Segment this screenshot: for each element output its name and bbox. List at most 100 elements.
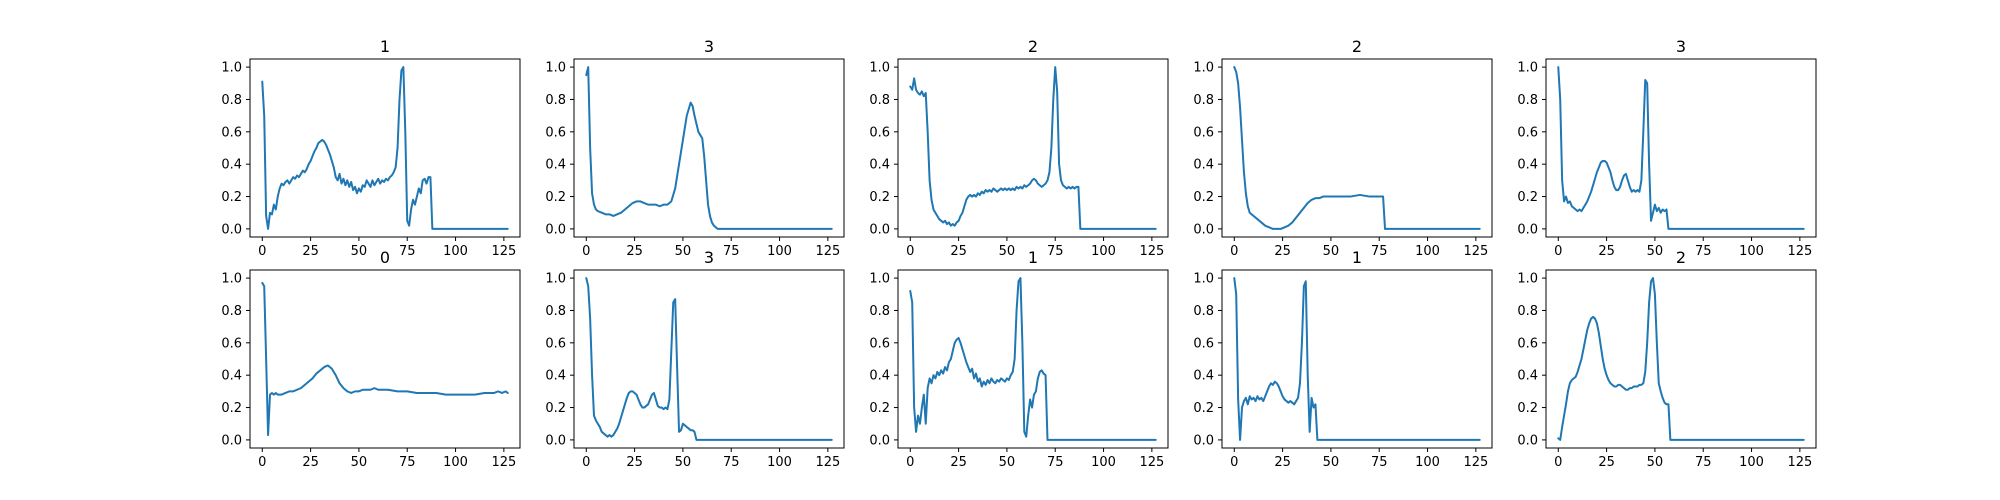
- y-tick-label: 0.4: [1193, 369, 1214, 384]
- y-tick-label: 0.6: [545, 336, 566, 351]
- y-tick-label: 1.0: [1193, 61, 1214, 76]
- x-tick-label: 100: [767, 244, 792, 259]
- x-tick-label: 0: [906, 244, 914, 259]
- x-tick-label: 75: [1371, 455, 1388, 470]
- x-tick-label: 125: [815, 244, 840, 259]
- x-tick-label: 0: [1554, 244, 1562, 259]
- axes-frame: [1545, 58, 1817, 238]
- series-line: [261, 281, 509, 437]
- subplot-title: 1: [1028, 248, 1038, 267]
- x-tick-label: 25: [1274, 455, 1291, 470]
- y-tick-label: 0.6: [1517, 125, 1538, 140]
- x-tick-label: 0: [906, 455, 914, 470]
- x-tick-label: 100: [1415, 455, 1440, 470]
- y-tick-label: 0.0: [1517, 222, 1538, 237]
- y-tick-label: 1.0: [221, 61, 242, 76]
- subplot-title: 1: [380, 37, 390, 56]
- x-tick-label: 25: [302, 455, 319, 470]
- y-tick-label: 0.0: [221, 222, 242, 237]
- y-tick-label: 0.8: [545, 304, 566, 319]
- subplot-10: 0 25 50 75 100 125 0.0 0.2 0.4 0.6 0.8 1.0 2: [1517, 248, 1817, 470]
- y-tick-label: 0.4: [1193, 158, 1214, 173]
- series-line: [1557, 66, 1805, 230]
- subplot-8: 0 25 50 75 100 125 0.0 0.2 0.4 0.6 0.8 1.0 1: [869, 248, 1169, 470]
- y-tick-label: 0.8: [1193, 304, 1214, 319]
- y-tick-label: 0.4: [221, 158, 242, 173]
- x-tick-label: 0: [1230, 455, 1238, 470]
- y-tick-label: 0.2: [1193, 401, 1214, 416]
- axes-frame: [249, 269, 521, 449]
- x-tick-label: 100: [1091, 455, 1116, 470]
- y-tick-label: 0.6: [869, 125, 890, 140]
- x-tick-label: 75: [399, 455, 416, 470]
- axes-frame: [897, 269, 1169, 449]
- y-tick-label: 0.4: [545, 158, 566, 173]
- subplot-7: 0 25 50 75 100 125 0.0 0.2 0.4 0.6 0.8 1.0 3: [545, 248, 845, 470]
- y-tick-label: 0.6: [221, 336, 242, 351]
- x-tick-label: 100: [767, 455, 792, 470]
- series-line: [1233, 66, 1481, 230]
- y-tick-label: 0.6: [545, 125, 566, 140]
- y-tick-label: 0.8: [869, 304, 890, 319]
- x-tick-label: 75: [399, 244, 416, 259]
- axes-frame: [1221, 269, 1493, 449]
- axes-frame: [1545, 269, 1817, 449]
- y-tick-label: 0.2: [545, 190, 566, 205]
- x-tick-label: 125: [491, 455, 516, 470]
- series-line: [585, 66, 833, 230]
- x-tick-label: 0: [258, 455, 266, 470]
- subplot-title: 2: [1028, 37, 1038, 56]
- x-tick-label: 25: [626, 244, 643, 259]
- y-tick-label: 0.6: [1193, 125, 1214, 140]
- y-tick-label: 0.2: [221, 401, 242, 416]
- x-tick-label: 50: [1647, 244, 1664, 259]
- subplot-title: 3: [1676, 37, 1686, 56]
- series-line: [1557, 277, 1805, 441]
- x-tick-label: 50: [351, 244, 368, 259]
- x-tick-label: 125: [1139, 455, 1164, 470]
- x-tick-label: 50: [351, 455, 368, 470]
- x-tick-label: 50: [675, 455, 692, 470]
- y-tick-label: 0.4: [869, 158, 890, 173]
- x-tick-label: 75: [1695, 455, 1712, 470]
- x-tick-label: 25: [1598, 244, 1615, 259]
- subplot-title: 2: [1352, 37, 1362, 56]
- x-tick-label: 100: [1739, 455, 1764, 470]
- y-tick-label: 0.6: [1193, 336, 1214, 351]
- subplot-title: 1: [1352, 248, 1362, 267]
- y-tick-label: 1.0: [545, 272, 566, 287]
- x-tick-label: 0: [1554, 455, 1562, 470]
- x-tick-label: 75: [723, 244, 740, 259]
- series-line: [909, 277, 1157, 441]
- series-line: [1233, 277, 1481, 441]
- y-tick-label: 0.2: [1517, 190, 1538, 205]
- y-tick-label: 0.8: [1517, 304, 1538, 319]
- x-tick-label: 50: [1647, 455, 1664, 470]
- x-tick-label: 0: [258, 244, 266, 259]
- y-tick-label: 0.0: [1517, 433, 1538, 448]
- y-tick-label: 0.8: [221, 93, 242, 108]
- y-tick-label: 0.0: [545, 222, 566, 237]
- y-tick-label: 0.4: [545, 369, 566, 384]
- y-tick-label: 1.0: [545, 61, 566, 76]
- y-tick-label: 0.2: [545, 401, 566, 416]
- subplot-title: 3: [704, 37, 714, 56]
- x-tick-label: 100: [1739, 244, 1764, 259]
- subplot-1: 0 25 50 75 100 125 0.0 0.2 0.4 0.6 0.8 1.0 1: [221, 37, 521, 259]
- x-tick-label: 100: [443, 244, 468, 259]
- y-tick-label: 0.8: [221, 304, 242, 319]
- y-tick-label: 0.0: [869, 222, 890, 237]
- x-tick-label: 50: [1323, 455, 1340, 470]
- x-tick-label: 75: [1371, 244, 1388, 259]
- subplot-9: 0 25 50 75 100 125 0.0 0.2 0.4 0.6 0.8 1.0 1: [1193, 248, 1493, 470]
- y-tick-label: 0.6: [869, 336, 890, 351]
- subplot-2: 0 25 50 75 100 125 0.0 0.2 0.4 0.6 0.8 1.0 3: [545, 37, 845, 259]
- y-tick-label: 0.2: [1193, 190, 1214, 205]
- y-tick-label: 0.0: [869, 433, 890, 448]
- x-tick-label: 25: [626, 455, 643, 470]
- x-tick-label: 125: [1787, 244, 1812, 259]
- y-tick-label: 0.8: [1517, 93, 1538, 108]
- y-tick-label: 1.0: [1517, 61, 1538, 76]
